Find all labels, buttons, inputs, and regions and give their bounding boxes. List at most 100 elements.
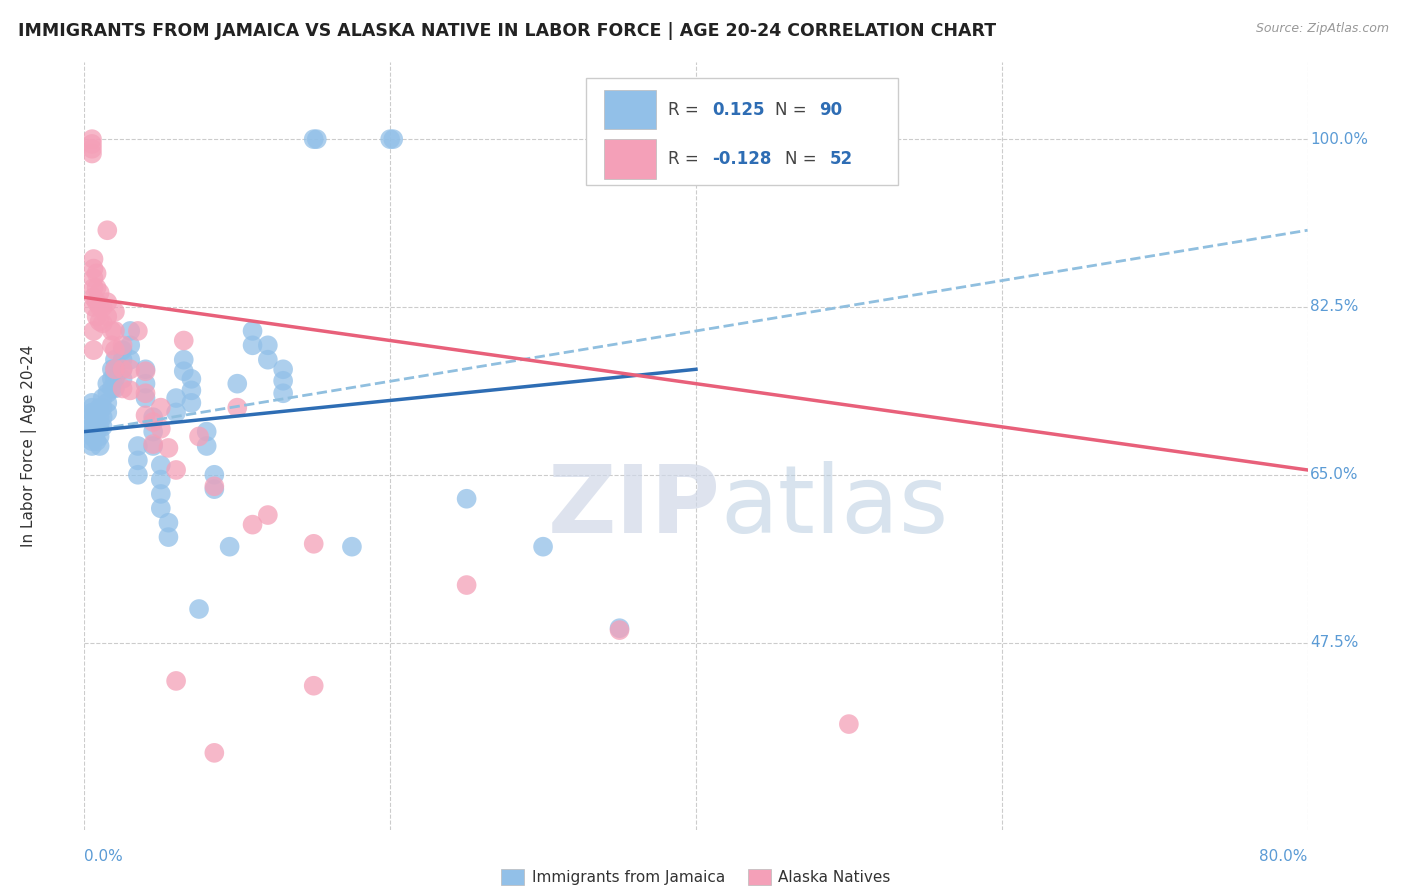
Point <box>83 290 105 304</box>
Point <box>89 285 111 300</box>
Point <box>531 540 554 554</box>
Point <box>91 316 114 330</box>
FancyBboxPatch shape <box>605 139 655 179</box>
Point <box>202 746 225 760</box>
Text: R =: R = <box>668 151 704 169</box>
Point <box>242 324 264 338</box>
Point <box>80 429 103 443</box>
Point <box>111 362 134 376</box>
Point <box>340 540 363 554</box>
Point <box>242 338 264 352</box>
Point <box>104 362 127 376</box>
Point <box>86 281 108 295</box>
Point <box>96 310 118 324</box>
Point <box>111 362 134 376</box>
Text: 100.0%: 100.0% <box>1310 132 1368 146</box>
Point <box>104 372 127 386</box>
Point <box>80 415 103 429</box>
Point <box>382 132 405 146</box>
Point <box>173 352 195 367</box>
Point <box>89 314 111 328</box>
Point <box>180 372 202 386</box>
Point <box>86 310 108 324</box>
Text: -0.128: -0.128 <box>711 151 772 169</box>
Point <box>142 425 165 439</box>
Text: In Labor Force | Age 20-24: In Labor Force | Age 20-24 <box>21 345 38 547</box>
Point <box>456 491 478 506</box>
Text: 0.125: 0.125 <box>711 101 765 119</box>
Text: ZIP: ZIP <box>547 461 720 553</box>
Point <box>271 362 294 376</box>
Point <box>86 415 108 429</box>
Point <box>80 410 103 425</box>
Point <box>271 374 294 388</box>
Point <box>86 434 108 449</box>
Point <box>149 501 172 516</box>
Point <box>83 281 105 295</box>
Point <box>127 467 149 482</box>
Point <box>96 396 118 410</box>
Point <box>89 300 111 314</box>
Point <box>80 425 103 439</box>
Point <box>86 295 108 310</box>
Point <box>173 334 195 348</box>
Point <box>89 439 111 453</box>
Point <box>127 324 149 338</box>
Point <box>195 439 218 453</box>
Point <box>80 401 103 415</box>
Point <box>202 467 225 482</box>
Point <box>165 405 187 419</box>
Point <box>120 338 142 352</box>
Point <box>101 362 124 376</box>
Point <box>120 384 142 398</box>
Point <box>91 420 114 434</box>
Point <box>135 362 157 376</box>
Point <box>157 516 180 530</box>
Point <box>271 386 294 401</box>
Text: N =: N = <box>786 151 823 169</box>
Point <box>838 717 860 731</box>
Point <box>80 439 103 453</box>
Point <box>135 391 157 405</box>
Point <box>104 305 127 319</box>
Point <box>83 271 105 285</box>
Point <box>226 401 249 415</box>
Text: 80.0%: 80.0% <box>1260 849 1308 863</box>
Text: 47.5%: 47.5% <box>1310 635 1358 650</box>
FancyBboxPatch shape <box>586 78 898 186</box>
Text: Source: ZipAtlas.com: Source: ZipAtlas.com <box>1256 22 1389 36</box>
Point <box>80 136 103 151</box>
Point <box>104 324 127 338</box>
Point <box>127 453 149 467</box>
Point <box>226 376 249 391</box>
Point <box>89 401 111 415</box>
Point <box>135 376 157 391</box>
Point <box>149 422 172 436</box>
Point <box>96 386 118 401</box>
Text: 0.0%: 0.0% <box>84 849 124 863</box>
Point <box>157 441 180 455</box>
Point <box>83 300 105 314</box>
Point <box>302 132 325 146</box>
Point <box>86 425 108 439</box>
Point <box>149 401 172 415</box>
Text: 65.0%: 65.0% <box>1310 467 1358 483</box>
Point <box>165 673 187 688</box>
Point <box>89 420 111 434</box>
Point <box>91 391 114 405</box>
Point <box>91 401 114 415</box>
Point <box>609 621 631 635</box>
Point <box>202 479 225 493</box>
Point <box>111 352 134 367</box>
Point <box>96 295 118 310</box>
Point <box>80 405 103 419</box>
Point <box>142 410 165 425</box>
Point <box>173 364 195 378</box>
Point <box>80 132 103 146</box>
Point <box>257 508 280 522</box>
Point <box>83 261 105 276</box>
Point <box>142 437 165 451</box>
Point <box>104 362 127 376</box>
Point <box>104 352 127 367</box>
Point <box>157 530 180 544</box>
